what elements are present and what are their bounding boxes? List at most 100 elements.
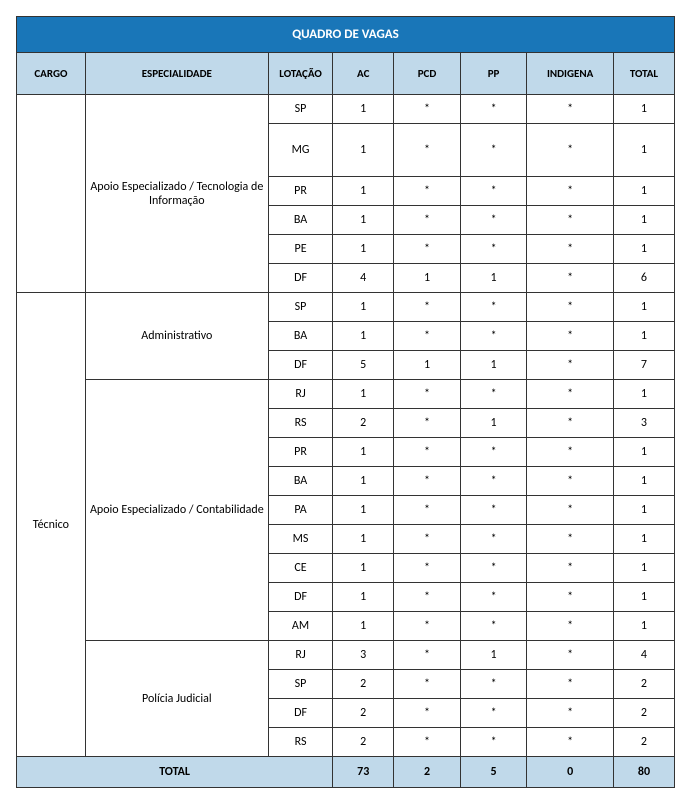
cell-total: 1 xyxy=(613,380,674,409)
cell-total: 1 xyxy=(613,612,674,641)
cell-pp: * xyxy=(460,124,527,177)
cell-ind: * xyxy=(527,409,614,438)
total-label: TOTAL xyxy=(17,757,333,788)
cell-lot: SP xyxy=(268,95,332,124)
cell-pcd: * xyxy=(394,322,461,351)
cell-ac: 1 xyxy=(333,177,394,206)
cell-ac: 2 xyxy=(333,670,394,699)
cell-pp: * xyxy=(460,525,527,554)
total-ac: 73 xyxy=(333,757,394,788)
cell-pp: * xyxy=(460,322,527,351)
cell-lot: RS xyxy=(268,409,332,438)
cell-ind: * xyxy=(527,612,614,641)
cell-pcd: * xyxy=(394,641,461,670)
cell-total: 2 xyxy=(613,670,674,699)
cell-ac: 1 xyxy=(333,496,394,525)
cell-lot: PE xyxy=(268,235,332,264)
esp-cont: Apoio Especializado / Contabilidade xyxy=(85,380,268,641)
cell-lot: DF xyxy=(268,264,332,293)
total-ind: 0 xyxy=(527,757,614,788)
col-cargo: CARGO xyxy=(17,53,86,95)
cell-pp: * xyxy=(460,235,527,264)
cell-total: 6 xyxy=(613,264,674,293)
cell-pcd: * xyxy=(394,496,461,525)
cell-lot: DF xyxy=(268,351,332,380)
total-pcd: 2 xyxy=(394,757,461,788)
cell-total: 1 xyxy=(613,322,674,351)
cell-ind: * xyxy=(527,351,614,380)
cell-pcd: * xyxy=(394,380,461,409)
cell-lot: MG xyxy=(268,124,332,177)
cell-pcd: * xyxy=(394,177,461,206)
cell-lot: BA xyxy=(268,467,332,496)
cell-pcd: * xyxy=(394,670,461,699)
cell-ind: * xyxy=(527,438,614,467)
cell-ac: 1 xyxy=(333,554,394,583)
cell-total: 1 xyxy=(613,95,674,124)
cell-ac: 1 xyxy=(333,95,394,124)
cell-ind: * xyxy=(527,670,614,699)
cell-pp: 1 xyxy=(460,641,527,670)
cell-total: 7 xyxy=(613,351,674,380)
cell-lot: DF xyxy=(268,699,332,728)
cell-lot: RJ xyxy=(268,641,332,670)
cell-total: 1 xyxy=(613,235,674,264)
cell-pcd: * xyxy=(394,612,461,641)
cell-pp: * xyxy=(460,95,527,124)
cell-pcd: * xyxy=(394,554,461,583)
cell-ind: * xyxy=(527,264,614,293)
esp-adm: Administrativo xyxy=(85,293,268,380)
cell-lot: SP xyxy=(268,293,332,322)
cell-total: 1 xyxy=(613,206,674,235)
cell-total: 2 xyxy=(613,728,674,757)
cell-pp: * xyxy=(460,612,527,641)
cell-pcd: 1 xyxy=(394,351,461,380)
cell-ac: 5 xyxy=(333,351,394,380)
cell-ind: * xyxy=(527,322,614,351)
cell-ac: 1 xyxy=(333,438,394,467)
cell-ac: 1 xyxy=(333,467,394,496)
cell-ac: 3 xyxy=(333,641,394,670)
cell-lot: PR xyxy=(268,438,332,467)
cell-ac: 2 xyxy=(333,728,394,757)
table-header-row: CARGO ESPECIALIDADE LOTAÇÃO AC PCD PP IN… xyxy=(17,53,675,95)
cell-lot: RJ xyxy=(268,380,332,409)
cell-lot: PA xyxy=(268,496,332,525)
cell-ind: * xyxy=(527,699,614,728)
cell-total: 1 xyxy=(613,583,674,612)
cell-pp: 1 xyxy=(460,351,527,380)
cell-pcd: * xyxy=(394,293,461,322)
quadro-de-vagas-table: QUADRO DE VAGAS CARGO ESPECIALIDADE LOTA… xyxy=(16,16,675,788)
cell-pp: 1 xyxy=(460,409,527,438)
cell-pcd: * xyxy=(394,467,461,496)
cell-pcd: * xyxy=(394,124,461,177)
cell-lot: PR xyxy=(268,177,332,206)
cell-ind: * xyxy=(527,467,614,496)
cell-total: 1 xyxy=(613,525,674,554)
cell-lot: SP xyxy=(268,670,332,699)
cell-total: 1 xyxy=(613,467,674,496)
cell-lot: AM xyxy=(268,612,332,641)
cell-ac: 1 xyxy=(333,235,394,264)
col-indigena: INDIGENA xyxy=(527,53,614,95)
cell-pcd: * xyxy=(394,95,461,124)
cell-total: 2 xyxy=(613,699,674,728)
cell-ind: * xyxy=(527,583,614,612)
cell-pp: * xyxy=(460,670,527,699)
cell-lot: CE xyxy=(268,554,332,583)
cell-pcd: 1 xyxy=(394,264,461,293)
col-especialidade: ESPECIALIDADE xyxy=(85,53,268,95)
cell-lot: BA xyxy=(268,322,332,351)
cell-ind: * xyxy=(527,177,614,206)
cell-ac: 1 xyxy=(333,124,394,177)
cell-lot: DF xyxy=(268,583,332,612)
cell-ind: * xyxy=(527,554,614,583)
cell-total: 1 xyxy=(613,177,674,206)
cell-pp: * xyxy=(460,699,527,728)
cell-ac: 2 xyxy=(333,409,394,438)
cell-lot: BA xyxy=(268,206,332,235)
cargo-cell: Técnico xyxy=(17,293,86,757)
cell-pcd: * xyxy=(394,583,461,612)
total-total: 80 xyxy=(613,757,674,788)
table-row: Polícia Judicial RJ 3 * 1 * 4 xyxy=(17,641,675,670)
